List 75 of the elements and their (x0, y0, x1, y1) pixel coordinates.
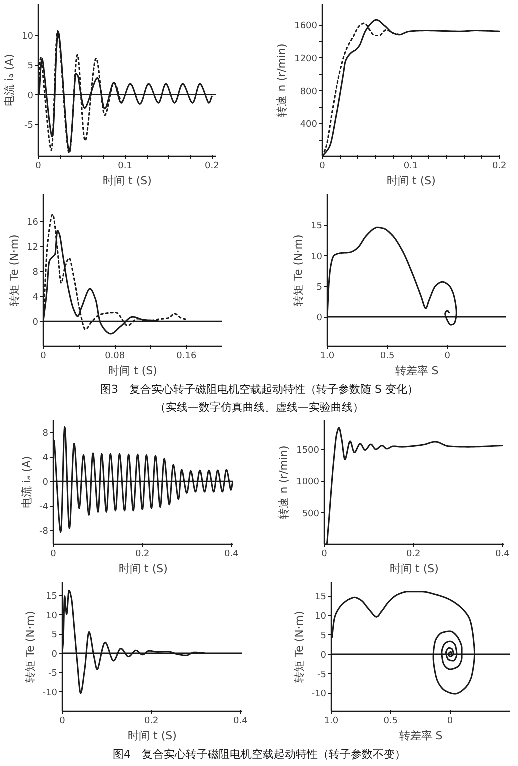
y-tick-label: -10 (312, 690, 327, 700)
y-tick-label: 8 (42, 429, 49, 440)
y-tick-label: 0 (28, 91, 34, 102)
y-tick-label: -10 (42, 688, 58, 698)
y-axis-title: 转速 n (r/min) (276, 44, 289, 118)
y-tick-label: -5 (24, 120, 34, 131)
y-axis-title: 转矩 Te (N·m) (24, 611, 37, 683)
x-tick-label: 1.0 (320, 352, 335, 362)
x-axis-title: 时间 t (S) (387, 174, 436, 188)
x-tick-label: 0.5 (384, 716, 398, 726)
x-tick-label: 0.2 (205, 162, 220, 172)
y-axis-title: 电流 iₐ (A) (20, 456, 34, 509)
y-tick-label: 1000 (296, 478, 320, 488)
y-tick-label: 10 (22, 32, 34, 42)
y-axis-title: 转速 n (r/min) (278, 446, 291, 520)
y-tick-label: 4 (42, 454, 49, 464)
x-tick-label: 0.16 (176, 352, 197, 362)
y-tick-label: 15 (311, 222, 322, 232)
x-tick-label: 0.4 (496, 550, 510, 560)
y-tick-label: 0 (320, 650, 327, 661)
y-tick-label: 500 (302, 509, 320, 520)
y-tick-label: 8 (32, 268, 39, 278)
x-tick-label: 0.2 (144, 716, 159, 726)
y-tick-label: 1600 (294, 22, 318, 32)
y-tick-label: 4 (32, 292, 39, 303)
x-tick-label: 0.5 (380, 352, 395, 362)
y-tick-label: -4 (40, 502, 49, 513)
x-axis-title: 转差率 S (395, 364, 439, 378)
y-tick-label: 0 (316, 314, 323, 324)
y-tick-label: 0 (32, 318, 39, 328)
y-tick-label: 5 (316, 282, 323, 293)
x-tick-label: 0.4 (224, 550, 240, 560)
y-axis-title: 转矩 Te (N·m) (292, 611, 306, 683)
y-tick-label: 400 (300, 120, 318, 130)
y-tick-label: 10 (311, 252, 323, 262)
y-tick-label: 15 (315, 592, 326, 603)
y-tick-label: 5 (28, 62, 34, 72)
x-tick-label: 0.1 (118, 162, 132, 172)
y-tick-label: -5 (48, 669, 58, 680)
y-axis-title: 电流 iₐ (A) (3, 54, 16, 107)
y-tick-label: 0 (52, 650, 58, 660)
x-tick-label: 0 (447, 716, 454, 726)
y-tick-label: 12 (27, 242, 38, 253)
y-tick-label: 15 (46, 592, 58, 602)
y-axis-title: 转矩 Te (N·m) (292, 234, 306, 306)
x-axis-title: 时间 t (S) (119, 562, 168, 576)
x-tick-label: 0.4 (234, 716, 248, 726)
y-axis-title: 转矩 Te (N·m) (8, 234, 22, 306)
caption: 图4 复合实心转子磁阻电机空载起动特性（转子参数不变） (113, 748, 406, 761)
x-tick-label: 0.2 (406, 550, 421, 560)
x-tick-label: 0.2 (135, 550, 150, 560)
y-tick-label: 800 (300, 87, 318, 98)
x-tick-label: 0.2 (492, 162, 507, 172)
y-tick-label: -8 (40, 526, 49, 537)
y-tick-label: 1200 (294, 54, 318, 64)
x-tick-label: 0.08 (105, 352, 126, 362)
y-tick-label: 5 (320, 631, 327, 642)
y-tick-label: -5 (318, 670, 327, 680)
x-axis-title: 时间 t (S) (108, 364, 158, 378)
y-tick-label: 0 (42, 478, 49, 488)
y-tick-label: 5 (52, 630, 58, 641)
caption: 图3 复合实心转子磁阻电机空载起动特性（转子参数随 S 变化） (100, 383, 418, 396)
y-tick-label: 10 (315, 612, 327, 622)
x-tick-label: 1.0 (324, 716, 339, 726)
x-tick-label: 0 (444, 352, 451, 362)
x-axis-title: 时间 t (S) (390, 562, 439, 576)
x-tick-label: 0.1 (404, 162, 418, 172)
y-tick-label: 1500 (296, 446, 320, 456)
x-axis-title: 时间 t (S) (128, 730, 177, 742)
x-axis-title: 转差率 S (399, 730, 443, 742)
y-tick-label: 10 (46, 611, 58, 622)
text: （实线—数字仿真曲线。虚线—实验曲线） (155, 401, 364, 414)
x-tick-label: 0 (60, 716, 66, 726)
x-axis-title: 时间 t (S) (103, 174, 152, 188)
y-tick-label: 16 (27, 218, 39, 228)
